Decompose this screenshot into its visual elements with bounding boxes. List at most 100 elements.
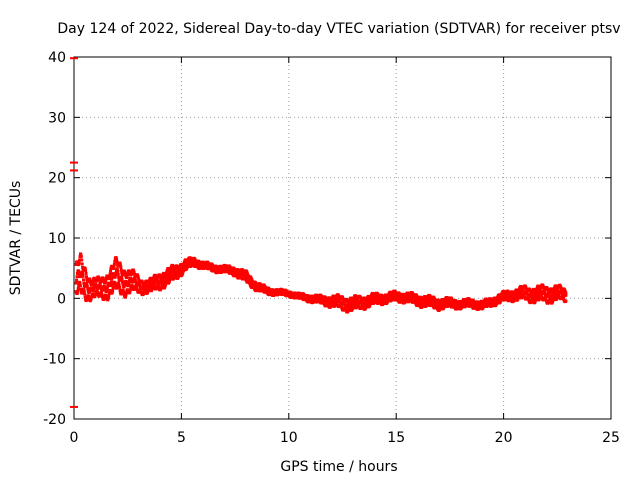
data-point	[124, 273, 128, 277]
data-point	[111, 286, 115, 290]
y-tick-label: -20	[43, 412, 66, 428]
data-point	[87, 296, 91, 300]
data-point	[132, 271, 136, 275]
data-point	[122, 284, 126, 288]
data-point	[112, 265, 116, 269]
data-point	[108, 272, 112, 276]
x-tick-label: 20	[495, 430, 513, 446]
data-point	[104, 278, 108, 282]
data-point	[79, 287, 83, 291]
data-point	[109, 269, 113, 273]
data-point	[163, 284, 167, 288]
data-point	[88, 278, 92, 282]
data-point	[132, 269, 136, 273]
data-point	[106, 296, 110, 300]
axis-ticks	[73, 56, 612, 420]
data-point	[128, 290, 132, 294]
data-point	[75, 275, 79, 279]
data-point	[115, 285, 119, 289]
data-point	[85, 277, 89, 281]
data-point	[107, 294, 111, 298]
data-point	[78, 258, 82, 262]
data-point	[121, 289, 125, 293]
data-point	[80, 262, 84, 266]
data-point	[81, 272, 85, 276]
x-tick-label: 5	[177, 430, 186, 446]
data-point	[115, 259, 119, 263]
chart-title: Day 124 of 2022, Sidereal Day-to-day VTE…	[57, 21, 620, 37]
x-tick-label: 25	[602, 430, 620, 446]
data-point	[99, 285, 103, 289]
data-point	[116, 270, 120, 274]
data-point	[109, 280, 113, 284]
data-point	[117, 275, 121, 279]
grid-lines	[74, 57, 611, 419]
data-point	[100, 294, 104, 298]
y-axis-label: SDTVAR / TECUs	[8, 181, 24, 296]
data-point	[77, 262, 81, 266]
data-point	[84, 269, 88, 273]
data-point	[83, 295, 87, 299]
data-point	[103, 280, 107, 284]
series-sdtvar	[70, 57, 568, 408]
data-point	[162, 279, 166, 283]
data-point	[74, 262, 78, 266]
data-point	[109, 282, 113, 286]
data-point	[105, 287, 109, 291]
data-point	[107, 291, 111, 295]
data-point	[124, 293, 128, 297]
data-point	[113, 259, 117, 263]
data-point	[165, 270, 169, 274]
data-point	[82, 281, 86, 285]
data-point	[126, 272, 130, 276]
data-point	[91, 279, 95, 283]
data-point	[167, 279, 171, 283]
data-point	[89, 297, 93, 301]
data-point	[164, 283, 168, 287]
data-point	[78, 281, 82, 285]
data-point	[164, 271, 168, 275]
data-point	[81, 289, 85, 293]
data-point	[82, 289, 86, 293]
data-point	[112, 262, 116, 266]
data-point	[75, 278, 79, 282]
data-point	[76, 286, 80, 290]
data-point	[84, 271, 88, 275]
data-point	[116, 272, 120, 276]
data-point	[78, 284, 82, 288]
data-point	[90, 281, 94, 285]
data-point	[124, 291, 128, 295]
data-point	[125, 274, 129, 278]
data-point	[83, 292, 87, 296]
data-point	[115, 268, 119, 272]
y-tick-label: -10	[43, 352, 66, 368]
data-point	[118, 263, 122, 267]
data-point	[86, 287, 90, 291]
data-point	[84, 275, 88, 279]
x-tick-label: 10	[280, 430, 298, 446]
data-point	[88, 279, 92, 283]
data-point	[564, 293, 568, 297]
data-point	[118, 285, 122, 289]
data-point	[77, 283, 81, 287]
data-point	[121, 280, 125, 284]
data-point	[123, 283, 127, 287]
data-point	[110, 277, 114, 281]
data-point	[118, 288, 122, 292]
data-point	[109, 266, 113, 270]
y-tick-label: 10	[48, 231, 66, 247]
data-point	[81, 265, 85, 269]
data-point	[113, 282, 117, 286]
data-point	[127, 279, 131, 283]
data-point	[135, 287, 139, 291]
x-tick-label: 0	[70, 430, 79, 446]
data-point	[92, 288, 96, 292]
data-point	[92, 286, 96, 290]
data-point	[113, 281, 117, 285]
data-point	[75, 291, 79, 295]
data-point	[119, 265, 123, 269]
data-point	[82, 287, 86, 291]
data-point	[129, 286, 133, 290]
data-point	[114, 271, 118, 275]
